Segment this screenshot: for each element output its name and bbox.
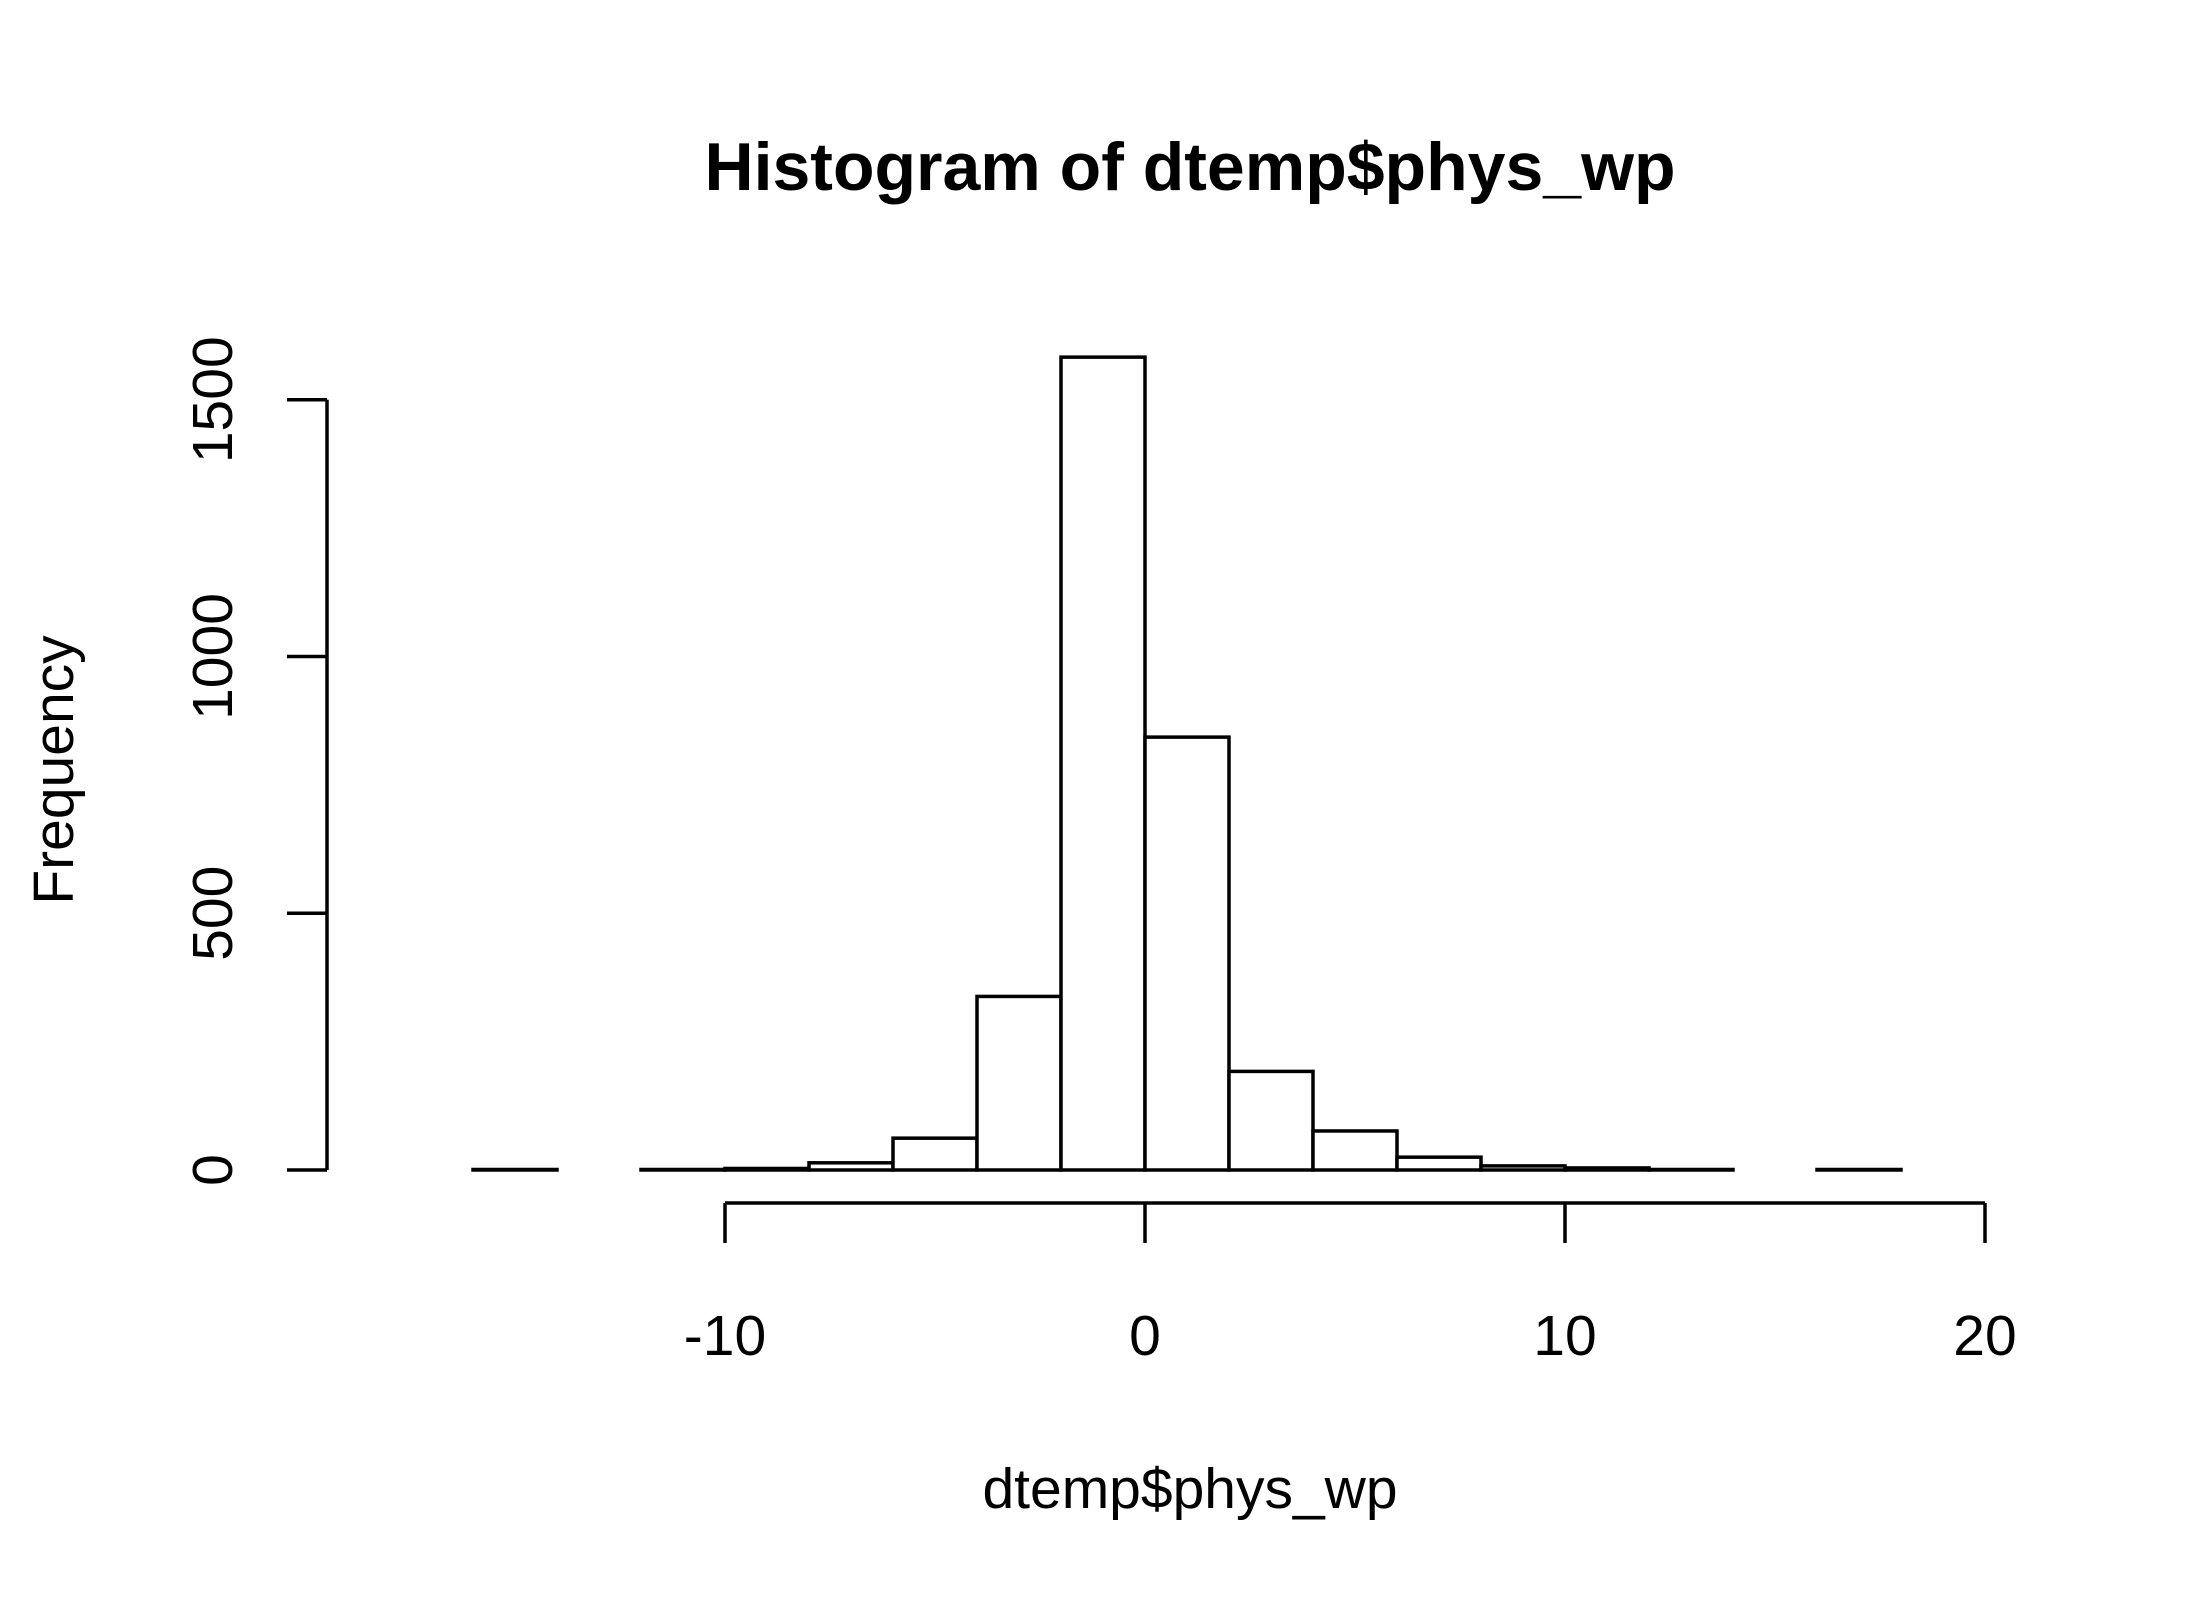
- histogram-bar: [723, 1166, 811, 1172]
- histogram-bar: [639, 1167, 727, 1172]
- y-axis-label: Frequency: [22, 635, 86, 905]
- histogram-bar: [1647, 1167, 1735, 1172]
- histogram-bars: [471, 355, 1903, 1172]
- histogram-bar: [1227, 1069, 1315, 1172]
- histogram-bar: [1815, 1167, 1903, 1172]
- y-tick-label: 500: [181, 866, 245, 961]
- x-tick-label: 0: [1129, 1304, 1161, 1368]
- histogram-bar: [1059, 355, 1147, 1172]
- histogram-bar: [891, 1136, 979, 1172]
- histogram-bar: [1563, 1166, 1651, 1172]
- y-tick-label: 1500: [181, 336, 245, 463]
- histogram-bar: [1311, 1129, 1399, 1172]
- x-tick-label: 10: [1533, 1304, 1596, 1368]
- y-tick-label: 0: [181, 1154, 245, 1186]
- histogram-bar: [975, 994, 1063, 1172]
- x-axis-label: dtemp$phys_wp: [982, 1457, 1397, 1521]
- histogram-bar: [1143, 735, 1231, 1172]
- histogram-bar: [1395, 1155, 1483, 1172]
- y-tick-label: 1000: [181, 593, 245, 720]
- y-axis: 0 500 1000 1500: [181, 336, 329, 1186]
- histogram-bar: [471, 1167, 559, 1172]
- x-axis: -10 0 10 20: [684, 1201, 2017, 1368]
- chart-title: Histogram of dtemp$phys_wp: [704, 129, 1675, 205]
- x-tick-label: -10: [684, 1304, 766, 1368]
- histogram-bar: [807, 1161, 895, 1172]
- histogram-bar: [1479, 1164, 1567, 1172]
- x-tick-label: 20: [1953, 1304, 2016, 1368]
